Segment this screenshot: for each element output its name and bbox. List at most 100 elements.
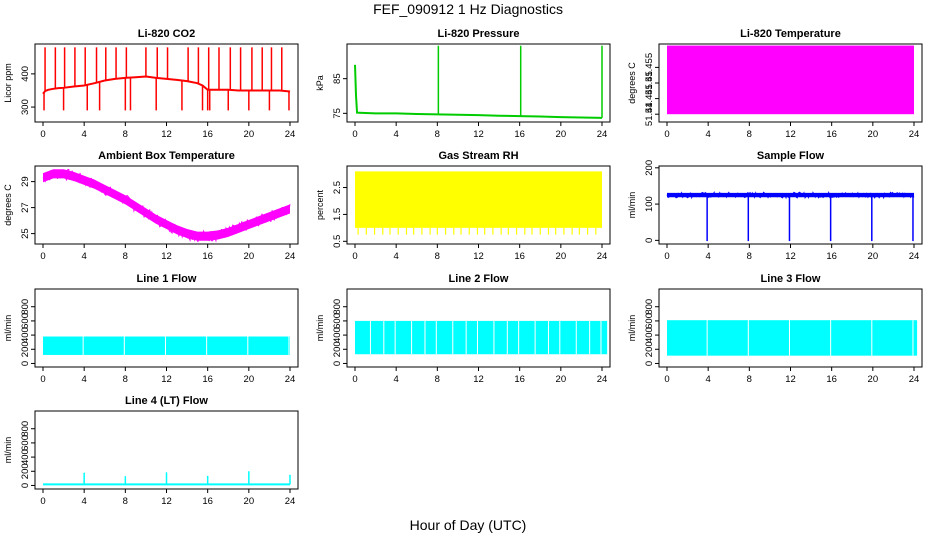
panel-plot-area <box>42 47 291 111</box>
panel-plot-area <box>43 471 291 486</box>
x-tick-label: 12 <box>161 129 172 140</box>
x-tick-label: 8 <box>747 129 752 140</box>
x-tick-label: 24 <box>909 129 920 140</box>
panel-title: Li-820 Temperature <box>740 28 841 40</box>
x-tick-label: 0 <box>352 129 357 140</box>
y-tick-label: 800 <box>644 299 655 315</box>
y-tick-label: 0 <box>20 361 31 366</box>
panel-title: Gas Stream RH <box>438 150 518 162</box>
y-axis-label: Licor ppm <box>3 63 13 103</box>
y-tick-label: 800 <box>20 299 31 315</box>
data-series-line <box>42 173 291 237</box>
panel-frame <box>658 165 923 245</box>
panel-3: Li-820 Temperature 0 4 8 12 16 20 24 51.4451.445… <box>627 28 923 140</box>
y-tick-label: 51.45 <box>644 71 655 95</box>
x-tick-label: 12 <box>161 496 172 507</box>
y-axis-label: ml/min <box>627 192 637 219</box>
data-series-line <box>42 75 291 95</box>
y-tick-label: 100 <box>644 196 655 212</box>
data-band <box>355 320 608 355</box>
x-tick-label: 16 <box>514 129 525 140</box>
panel-title: Li-820 Pressure <box>438 28 520 40</box>
x-tick-label: 4 <box>82 496 87 507</box>
y-tick-label: 400 <box>20 66 31 82</box>
x-tick-label: 16 <box>514 251 525 262</box>
panel-frame <box>34 288 299 368</box>
x-tick-label: 20 <box>556 129 567 140</box>
x-tick-label: 20 <box>868 374 879 385</box>
data-band <box>667 45 914 115</box>
y-tick-label: 51.445 <box>644 84 655 113</box>
x-tick-label: 4 <box>706 129 711 140</box>
panel-plot-area <box>666 191 915 242</box>
x-tick-label: 16 <box>202 374 213 385</box>
panel-plot-area <box>355 320 608 355</box>
x-tick-label: 24 <box>285 496 296 507</box>
data-band <box>667 320 918 356</box>
panel-1: Li-820 CO2 0 4 8 12 16 20 24 300 400 Licor ppm <box>3 28 299 140</box>
x-tick-label: 24 <box>909 374 920 385</box>
y-tick-label: 0 <box>644 238 655 243</box>
x-tick-label: 20 <box>244 129 255 140</box>
y-tick-label: 0 <box>644 361 655 366</box>
data-series-line <box>354 64 603 119</box>
x-tick-label: 8 <box>747 374 752 385</box>
y-tick-label: 85 <box>332 73 343 84</box>
x-tick-label: 8 <box>747 251 752 262</box>
x-tick-label: 0 <box>40 496 45 507</box>
y-axis-label: ml/min <box>3 437 13 464</box>
x-tick-label: 16 <box>826 374 837 385</box>
x-tick-label: 16 <box>826 251 837 262</box>
x-tick-label: 4 <box>394 251 399 262</box>
x-tick-label: 0 <box>352 251 357 262</box>
panel-plot-area <box>355 171 602 235</box>
x-tick-label: 20 <box>868 129 879 140</box>
y-tick-label: 600 <box>20 313 31 329</box>
panel-plot-area <box>667 45 914 115</box>
y-tick-label: 75 <box>332 108 343 119</box>
y-tick-label: 29 <box>20 176 31 187</box>
panel-plot-area <box>42 169 291 243</box>
x-tick-label: 8 <box>435 129 440 140</box>
x-tick-label: 20 <box>244 496 255 507</box>
panel-plot-area <box>354 45 603 119</box>
panel-title: Line 4 (LT) Flow <box>125 395 208 407</box>
y-tick-label: 2.5 <box>332 181 343 194</box>
y-tick-label: 800 <box>332 299 343 315</box>
x-tick-label: 24 <box>597 374 608 385</box>
x-tick-label: 0 <box>40 129 45 140</box>
y-axis-label: degrees C <box>627 62 637 104</box>
panel-title: Line 1 Flow <box>137 273 197 285</box>
x-tick-label: 24 <box>285 129 296 140</box>
panel-2: Li-820 Pressure 0 4 8 12 16 20 24 75 85 kPa <box>315 28 611 140</box>
y-tick-label: 1.5 <box>332 208 343 221</box>
x-tick-label: 12 <box>785 129 796 140</box>
x-tick-label: 12 <box>161 251 172 262</box>
x-tick-label: 8 <box>123 129 128 140</box>
x-tick-label: 12 <box>473 129 484 140</box>
x-tick-label: 20 <box>556 251 567 262</box>
x-tick-label: 16 <box>514 374 525 385</box>
y-tick-label: 400 <box>332 327 343 343</box>
x-tick-label: 0 <box>664 129 669 140</box>
y-axis-label: degrees C <box>3 184 13 226</box>
x-tick-label: 20 <box>244 374 255 385</box>
panel-title: Ambient Box Temperature <box>98 150 235 162</box>
y-tick-label: 0 <box>20 483 31 488</box>
x-tick-label: 8 <box>435 374 440 385</box>
x-tick-label: 4 <box>82 251 87 262</box>
data-band <box>43 336 290 355</box>
x-tick-label: 12 <box>161 374 172 385</box>
y-tick-label: 27 <box>20 202 31 213</box>
y-tick-label: 600 <box>644 313 655 329</box>
y-axis-label: kPa <box>315 75 325 91</box>
panel-title: Sample Flow <box>757 150 825 162</box>
y-axis-label: percent <box>315 189 325 220</box>
data-jitter <box>42 169 291 243</box>
x-tick-label: 24 <box>909 251 920 262</box>
x-tick-label: 16 <box>202 251 213 262</box>
y-tick-label: 200 <box>644 160 655 176</box>
y-tick-label: 200 <box>20 341 31 357</box>
